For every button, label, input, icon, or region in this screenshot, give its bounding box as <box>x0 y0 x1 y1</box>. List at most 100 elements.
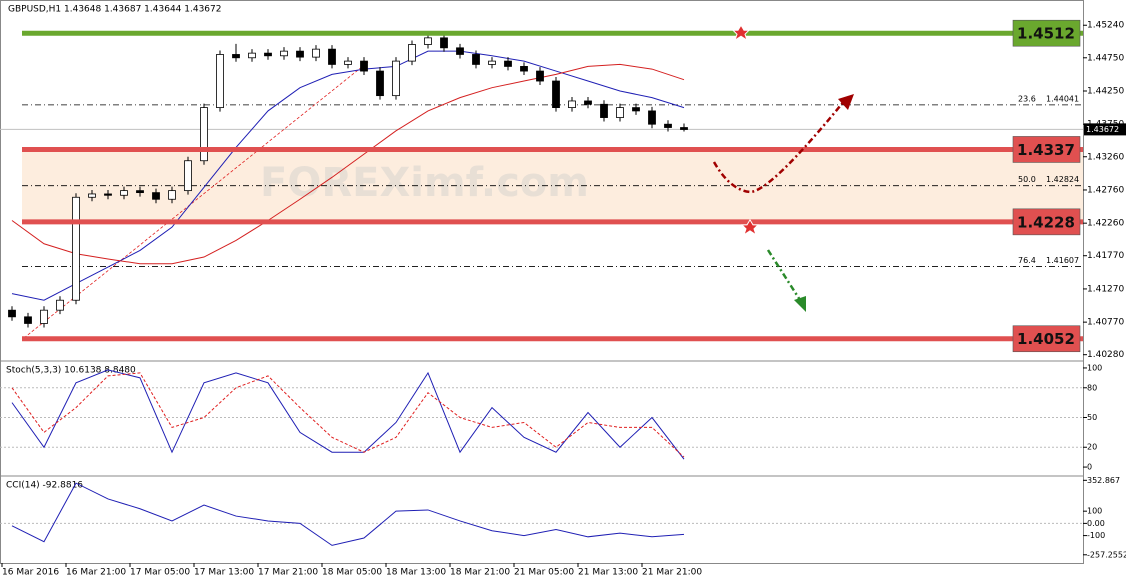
indicator-line <box>11 482 685 546</box>
candle-body <box>456 47 464 55</box>
candle-body <box>472 54 480 65</box>
level-box <box>1012 19 1081 47</box>
star-marker <box>740 218 760 237</box>
candle-body <box>520 66 528 72</box>
watermark: FOREXimf.com <box>260 160 589 206</box>
scenario-arrow <box>766 249 802 301</box>
level-label: 1.4337 <box>1017 141 1075 159</box>
x-tick-label: 18 Mar 05:00 <box>322 568 382 578</box>
y-tick-label: 1.41770 <box>1087 251 1124 261</box>
candle-body <box>616 107 624 118</box>
candle-body <box>536 70 544 82</box>
candle-body <box>680 127 688 130</box>
y-tick-label: 352.867 <box>1087 476 1120 485</box>
candle-body <box>216 54 224 109</box>
candle-body <box>24 316 32 324</box>
level-label: 1.4052 <box>1017 330 1075 348</box>
indicator-label: Stoch(5,3,3) 10.6138 8.8480 <box>6 366 136 376</box>
y-tick-label: 0 <box>1087 463 1092 472</box>
candle-body <box>424 37 432 45</box>
candle-body <box>296 50 304 58</box>
chart-header: GBPUSD,H1 1.43648 1.43687 1.43644 1.4367… <box>8 5 221 15</box>
fib-value: 1.41607 <box>1046 256 1079 265</box>
candle-body <box>328 48 336 65</box>
level-label: 1.4512 <box>1017 25 1075 43</box>
candle-body <box>344 60 352 65</box>
trend-line <box>23 61 369 339</box>
candle-body <box>664 123 672 128</box>
candle-body <box>184 160 192 192</box>
star-marker <box>731 24 751 42</box>
candle-body <box>200 107 208 162</box>
indicator-line <box>11 372 685 458</box>
candle-body <box>72 196 80 301</box>
y-tick-label: 1.43260 <box>1087 152 1124 162</box>
fib-ratio: 23.6 <box>1018 94 1036 103</box>
y-tick-label: 1.44750 <box>1087 53 1124 63</box>
candle-body <box>312 48 320 58</box>
candle-body <box>488 60 496 65</box>
x-tick-label: 18 Mar 13:00 <box>386 568 446 578</box>
candle-body <box>40 309 48 324</box>
y-tick-label: 1.40770 <box>1087 318 1124 328</box>
x-tick-label: 17 Mar 13:00 <box>194 568 254 578</box>
y-tick-label: 1.42260 <box>1087 219 1124 229</box>
candle-body <box>8 309 16 318</box>
level-box <box>1012 325 1081 353</box>
y-tick-label: 1.41270 <box>1087 284 1124 294</box>
candle-body <box>168 190 176 200</box>
y-tick-label: 1.44250 <box>1087 86 1124 96</box>
moving-average <box>11 63 685 265</box>
candle-body <box>568 100 576 109</box>
y-tick-label: 80 <box>1087 383 1097 392</box>
candle-body <box>56 299 64 311</box>
level-box <box>1012 136 1081 163</box>
y-tick-label: -100 <box>1087 531 1105 540</box>
candle-body <box>88 193 96 198</box>
candle-body <box>408 44 416 62</box>
candle-body <box>584 100 592 105</box>
candle-body <box>632 107 640 112</box>
fib-value: 1.42824 <box>1046 175 1079 184</box>
candle-body <box>120 190 128 196</box>
scenario-arrow <box>712 99 846 194</box>
y-tick-label: 0.00 <box>1087 519 1105 528</box>
arrow-head <box>838 94 854 110</box>
x-tick-label: 21 Mar 13:00 <box>578 568 638 578</box>
y-tick-label: 1.45240 <box>1087 21 1124 31</box>
y-tick-label: 50 <box>1087 413 1097 422</box>
indicator-label: CCI(14) -92.8816 <box>6 481 83 491</box>
fib-value: 1.44041 <box>1046 94 1079 103</box>
arrow-head <box>794 296 806 312</box>
x-tick-label: 16 Mar 2016 <box>2 568 59 578</box>
candle-body <box>248 52 256 59</box>
candle-body <box>392 60 400 97</box>
candle-body <box>648 110 656 125</box>
candle-body <box>376 70 384 97</box>
y-tick-label: -257.2552 <box>1087 550 1126 559</box>
candle-body <box>600 103 608 118</box>
candle-body <box>104 193 112 196</box>
x-tick-label: 21 Mar 21:00 <box>642 568 702 578</box>
level-box <box>1012 208 1081 236</box>
candle-body <box>136 190 144 194</box>
current-price-box <box>1084 123 1126 136</box>
candle-body <box>360 60 368 72</box>
candle-body <box>152 192 160 200</box>
y-tick-label: 100 <box>1087 507 1102 516</box>
x-tick-label: 16 Mar 21:00 <box>66 568 126 578</box>
candle-body <box>504 60 512 67</box>
x-tick-label: 18 Mar 21:00 <box>450 568 510 578</box>
fib-ratio: 50.0 <box>1018 175 1036 184</box>
y-tick-label: 1.42760 <box>1087 185 1124 195</box>
y-tick-label: 100 <box>1087 363 1102 372</box>
candle-body <box>552 80 560 109</box>
current-price-label: 1.43672 <box>1086 125 1119 134</box>
candle-body <box>440 37 448 49</box>
x-tick-label: 17 Mar 21:00 <box>258 568 318 578</box>
candle-body <box>264 52 272 57</box>
candle-body <box>280 50 288 57</box>
moving-average <box>11 50 685 301</box>
